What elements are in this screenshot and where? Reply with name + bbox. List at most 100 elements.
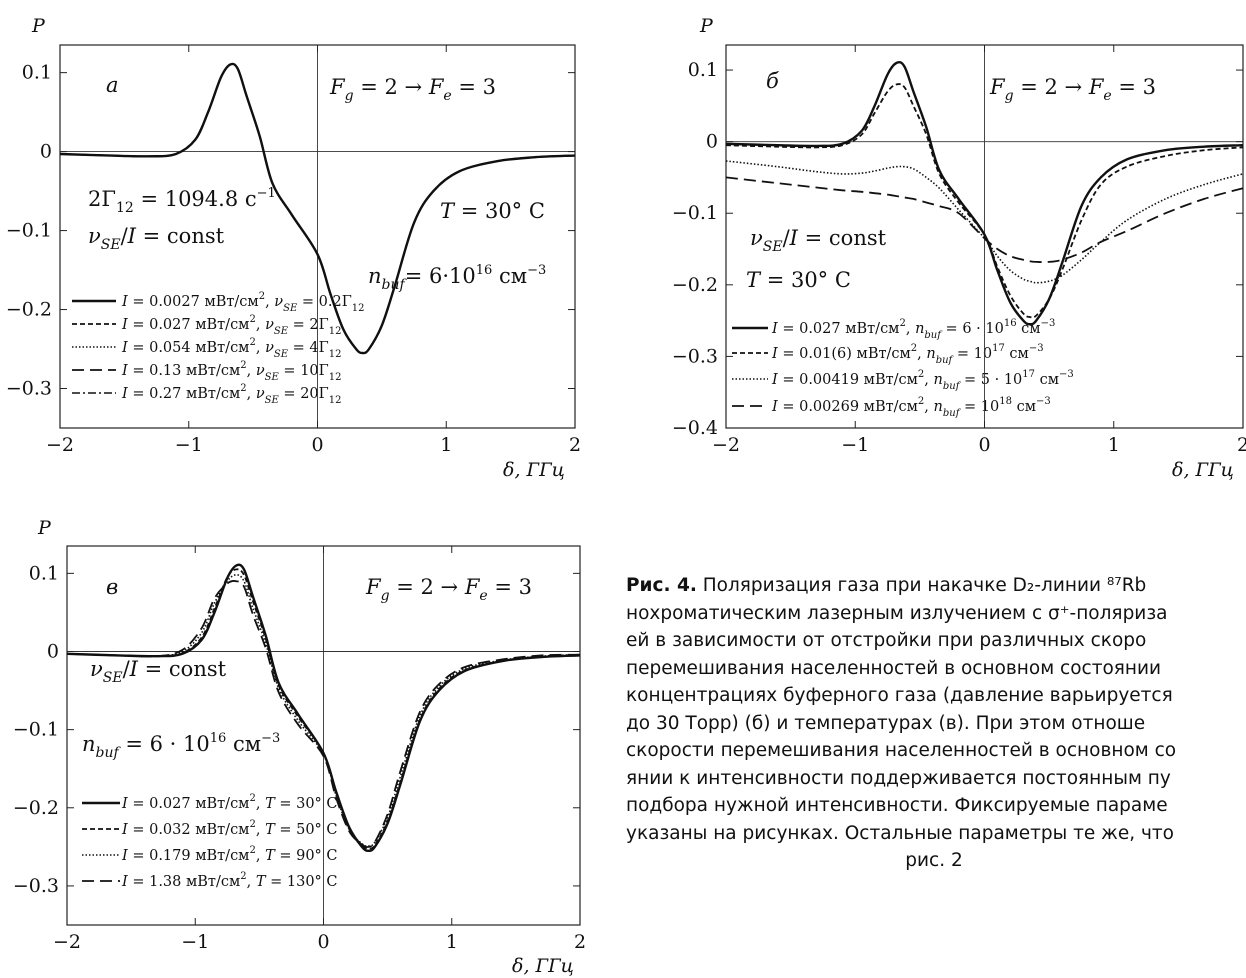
caption-text: янии к интенсивности поддерживается пост… bbox=[626, 767, 1171, 789]
caption-line: скорости перемешивания населенностей в о… bbox=[626, 737, 1242, 765]
panel-b-ylabel: P bbox=[699, 15, 714, 37]
x-tick-label: −2 bbox=[46, 434, 74, 456]
x-tick-label: −1 bbox=[841, 434, 869, 456]
panel-a: P δ, ГГц а Fg = 2 → Fe = 3 2Γ12 = 1094.8… bbox=[31, 15, 565, 481]
legend-entry: I = 0.27 мВт/см2, νSE = 20Γ12 bbox=[72, 383, 341, 406]
y-tick-label: −0.4 bbox=[672, 417, 718, 439]
legend-entry: I = 0.01(6) мВт/см2, nbuf = 1017 см−3 bbox=[732, 343, 1044, 366]
x-tick-label: 0 bbox=[978, 434, 990, 456]
series-line-longdash bbox=[66, 579, 581, 848]
panel-c: P δ, ГГц в Fg = 2 → Fe = 3 νSE/I = const… bbox=[37, 517, 574, 977]
legend-entry: I = 0.027 мВт/см2, νSE = 2Γ12 bbox=[72, 314, 341, 337]
panel-a-xlabel: δ, ГГц bbox=[503, 459, 565, 481]
legend-entry: I = 0.13 мВт/см2, νSE = 10Γ12 bbox=[72, 360, 341, 383]
panel-c-nbuf-annotation: nbuf = 6 · 1016 см−3 bbox=[82, 731, 280, 761]
x-tick-label: −2 bbox=[712, 434, 740, 456]
y-tick-label: 0 bbox=[40, 141, 52, 163]
legend-entry: I = 0.00419 мВт/см2, nbuf = 5 · 1017 см−… bbox=[732, 369, 1074, 392]
panel-c-ylabel: P bbox=[37, 517, 52, 539]
series-line-dashdot bbox=[59, 63, 576, 354]
panel-c-transition-annotation: Fg = 2 → Fe = 3 bbox=[365, 575, 532, 604]
x-tick-label: 1 bbox=[440, 434, 452, 456]
panel-a-temperature-annotation: T = 30° C bbox=[440, 199, 545, 223]
y-tick-label: −0.3 bbox=[672, 345, 718, 367]
x-tick-label: 2 bbox=[1237, 434, 1246, 456]
panel-c-xlabel-text: δ, ГГц bbox=[512, 955, 574, 977]
y-tick-label: 0 bbox=[706, 131, 718, 153]
legend-entry: I = 0.027 мВт/см2, T = 30° C bbox=[82, 793, 338, 812]
legend-entry: I = 0.179 мВт/см2, T = 90° C bbox=[82, 845, 338, 864]
x-tick-label: 2 bbox=[569, 434, 581, 456]
caption-text: указаны на рисунках. Остальные параметры… bbox=[626, 822, 1174, 844]
panel-a-ylabel: P bbox=[31, 15, 46, 37]
x-tick-label: 0 bbox=[311, 434, 323, 456]
caption-line: указаны на рисунках. Остальные параметры… bbox=[626, 820, 1242, 848]
series-line-longdash bbox=[725, 176, 1244, 264]
legend-label: I = 0.027 мВт/см2, nbuf = 6 · 1016 см−3 bbox=[771, 318, 1055, 341]
legend-entry: I = 0.032 мВт/см2, T = 50° C bbox=[82, 819, 338, 838]
legend-label: I = 0.0027 мВт/см2, νSE = 0.2Γ12 bbox=[121, 291, 365, 314]
x-tick-label: −1 bbox=[181, 931, 209, 953]
legend-label: I = 0.27 мВт/см2, νSE = 20Γ12 bbox=[121, 383, 341, 406]
caption-line: Рис. 4. Поляризация газа при накачке D₂-… bbox=[626, 572, 1242, 600]
legend-label: I = 0.13 мВт/см2, νSE = 10Γ12 bbox=[121, 360, 341, 383]
series-line-dashed bbox=[725, 83, 1244, 319]
x-tick-label: 1 bbox=[1108, 434, 1120, 456]
x-tick-label: −1 bbox=[175, 434, 203, 456]
caption-line: рис. 2 bbox=[626, 847, 1242, 875]
caption-text: подбора нужной интенсивности. Фиксируемы… bbox=[626, 795, 1168, 816]
panel-b-legend: I = 0.027 мВт/см2, nbuf = 6 · 1016 см−3 … bbox=[732, 318, 1074, 419]
panel-c-ratio-annotation: νSE/I = const bbox=[90, 657, 227, 686]
legend-label: I = 0.00269 мВт/см2, nbuf = 1018 см−3 bbox=[771, 396, 1051, 419]
panel-a-label: а bbox=[106, 73, 119, 97]
caption-line: ей в зависимости от отстройки при различ… bbox=[626, 627, 1242, 655]
legend-entry: I = 0.0027 мВт/см2, νSE = 0.2Γ12 bbox=[72, 291, 365, 314]
y-tick-label: 0.1 bbox=[688, 59, 718, 81]
caption-text: концентрациях буферного газа (давление в… bbox=[626, 685, 1173, 706]
y-tick-label: 0.1 bbox=[29, 562, 59, 584]
legend-label: I = 1.38 мВт/см2, T = 130° C bbox=[121, 871, 338, 890]
panel-b-ratio-annotation: νSE/I = const bbox=[750, 226, 887, 255]
panel-c-legend: I = 0.027 мВт/см2, T = 30° C I = 0.032 м… bbox=[82, 793, 338, 890]
caption-text: скорости перемешивания населенностей в о… bbox=[626, 740, 1177, 761]
caption-line: до 30 Торр) (б) и температурах (в). При … bbox=[626, 710, 1242, 738]
legend-entry: I = 1.38 мВт/см2, T = 130° C bbox=[82, 871, 338, 890]
caption-text: перемешивания населенностей в основном с… bbox=[626, 657, 1162, 679]
caption-text: рис. 2 bbox=[905, 850, 963, 871]
caption-line: подбора нужной интенсивности. Фиксируемы… bbox=[626, 792, 1242, 820]
panel-c-xlabel: δ, ГГц bbox=[512, 955, 574, 977]
y-tick-label: −0.1 bbox=[6, 220, 52, 242]
y-tick-label: −0.2 bbox=[672, 274, 718, 296]
caption-line: янии к интенсивности поддерживается пост… bbox=[626, 765, 1242, 793]
panel-b-temperature-annotation: T = 30° C bbox=[746, 268, 851, 292]
y-tick-label: −0.2 bbox=[13, 797, 59, 819]
series-line-dashed bbox=[66, 568, 581, 850]
panel-a-xlabel-text: δ, ГГц bbox=[503, 459, 565, 481]
panel-a-ratio-annotation: νSE/I = const bbox=[88, 224, 225, 253]
y-tick-label: −0.1 bbox=[13, 719, 59, 741]
panel-a-gamma-annotation: 2Γ12 = 1094.8 c−1 bbox=[88, 186, 276, 216]
panel-b-label: б bbox=[766, 69, 779, 93]
legend-entry: I = 0.054 мВт/см2, νSE = 4Γ12 bbox=[72, 337, 341, 360]
caption-text: нохроматическим лазерным излучением с σ⁺… bbox=[626, 602, 1168, 624]
caption-text: ей в зависимости от отстройки при различ… bbox=[626, 630, 1147, 651]
panel-a-transition-annotation: Fg = 2 → Fe = 3 bbox=[329, 75, 496, 104]
y-tick-label: −0.1 bbox=[672, 202, 718, 224]
panel-b-xlabel: δ, ГГц bbox=[1172, 459, 1234, 481]
caption-label: Рис. 4. bbox=[626, 575, 697, 596]
y-tick-label: −0.3 bbox=[13, 875, 59, 897]
legend-label: I = 0.027 мВт/см2, νSE = 2Γ12 bbox=[121, 314, 341, 337]
figure-caption: Рис. 4. Поляризация газа при накачке D₂-… bbox=[626, 572, 1242, 875]
legend-label: I = 0.054 мВт/см2, νSE = 4Γ12 bbox=[121, 337, 341, 360]
caption-line: перемешивания населенностей в основном с… bbox=[626, 655, 1242, 683]
x-tick-label: 2 bbox=[574, 931, 586, 953]
series-line-dotted bbox=[725, 160, 1244, 284]
legend-entry: I = 0.027 мВт/см2, nbuf = 6 · 1016 см−3 bbox=[732, 318, 1055, 341]
x-tick-label: 0 bbox=[317, 931, 329, 953]
caption-line: нохроматическим лазерным излучением с σ⁺… bbox=[626, 600, 1242, 628]
y-tick-label: −0.2 bbox=[6, 299, 52, 321]
panel-a-legend: I = 0.0027 мВт/см2, νSE = 0.2Γ12 I = 0.0… bbox=[72, 291, 365, 406]
chart-layer: −2 −1 0 1 2 0.1 0 −0.1 −0.2 −0.3 −2 −1 0 1 2 0.1 0 −0.1 −0… bbox=[6, 44, 1246, 953]
panel-b: P δ, ГГц б Fg = 2 → Fe = 3 νSE/I = const… bbox=[699, 15, 1234, 481]
